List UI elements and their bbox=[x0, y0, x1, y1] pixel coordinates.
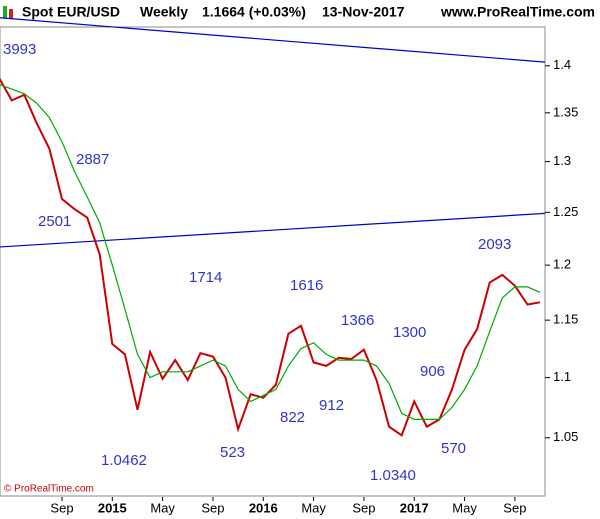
plot-frame bbox=[0, 26, 546, 497]
annotation: 1714 bbox=[189, 269, 222, 286]
source: www.ProRealTime.com bbox=[440, 4, 595, 20]
x-tick-label: 2015 bbox=[98, 500, 127, 515]
annotation: 1.0340 bbox=[370, 467, 416, 484]
y-tick-label: 1.4 bbox=[553, 57, 571, 72]
y-tick-label: 1.05 bbox=[553, 429, 578, 444]
x-tick-label: 2016 bbox=[249, 500, 278, 515]
y-tick-label: 1.15 bbox=[553, 312, 578, 327]
y-tick-label: 1.1 bbox=[553, 369, 571, 384]
x-tick-label: 2017 bbox=[400, 500, 429, 515]
annotation: 2501 bbox=[38, 213, 71, 230]
footer: © ProRealTime.com bbox=[4, 484, 94, 495]
series-line bbox=[0, 84, 541, 420]
annotation: 3993 bbox=[3, 41, 36, 58]
annotation: 523 bbox=[220, 444, 245, 461]
annotation: 912 bbox=[319, 397, 344, 414]
x-tick-label: May bbox=[452, 500, 477, 515]
annotation: 822 bbox=[280, 409, 305, 426]
x-tick-label: Sep bbox=[352, 500, 375, 515]
trendline bbox=[0, 17, 546, 63]
series-line bbox=[0, 77, 541, 437]
y-tick-label: 1.2 bbox=[553, 257, 571, 272]
y-tick-label: 1.3 bbox=[553, 153, 571, 168]
x-tick-label: May bbox=[150, 500, 175, 515]
period: Weekly bbox=[140, 4, 188, 20]
icon bbox=[3, 6, 7, 18]
annotation: 2093 bbox=[478, 236, 511, 253]
y-tick-label: 1.35 bbox=[553, 104, 578, 119]
annotation: 1616 bbox=[290, 277, 323, 294]
x-tick-label: Sep bbox=[503, 500, 526, 515]
x-tick-label: May bbox=[301, 500, 326, 515]
y-tick-label: 1.25 bbox=[553, 204, 578, 219]
last-price: 1.1664 (+0.03%) bbox=[202, 4, 306, 20]
annotation: 906 bbox=[420, 363, 445, 380]
annotation: 1300 bbox=[393, 324, 426, 341]
annotations: 3993 2887 2501 1714 1616 1366 1300 906 5… bbox=[3, 41, 511, 484]
annotation: 1366 bbox=[341, 312, 374, 329]
x-tick-label: Sep bbox=[201, 500, 224, 515]
x-tick-label: Sep bbox=[50, 500, 73, 515]
annotation: 1.0462 bbox=[101, 452, 147, 469]
date: 13-Nov-2017 bbox=[322, 4, 405, 20]
icon bbox=[9, 9, 13, 19]
annotation: 2887 bbox=[76, 151, 109, 168]
title: Spot EUR/USD bbox=[22, 4, 120, 20]
annotation: 570 bbox=[441, 440, 466, 457]
trendline bbox=[0, 212, 546, 248]
